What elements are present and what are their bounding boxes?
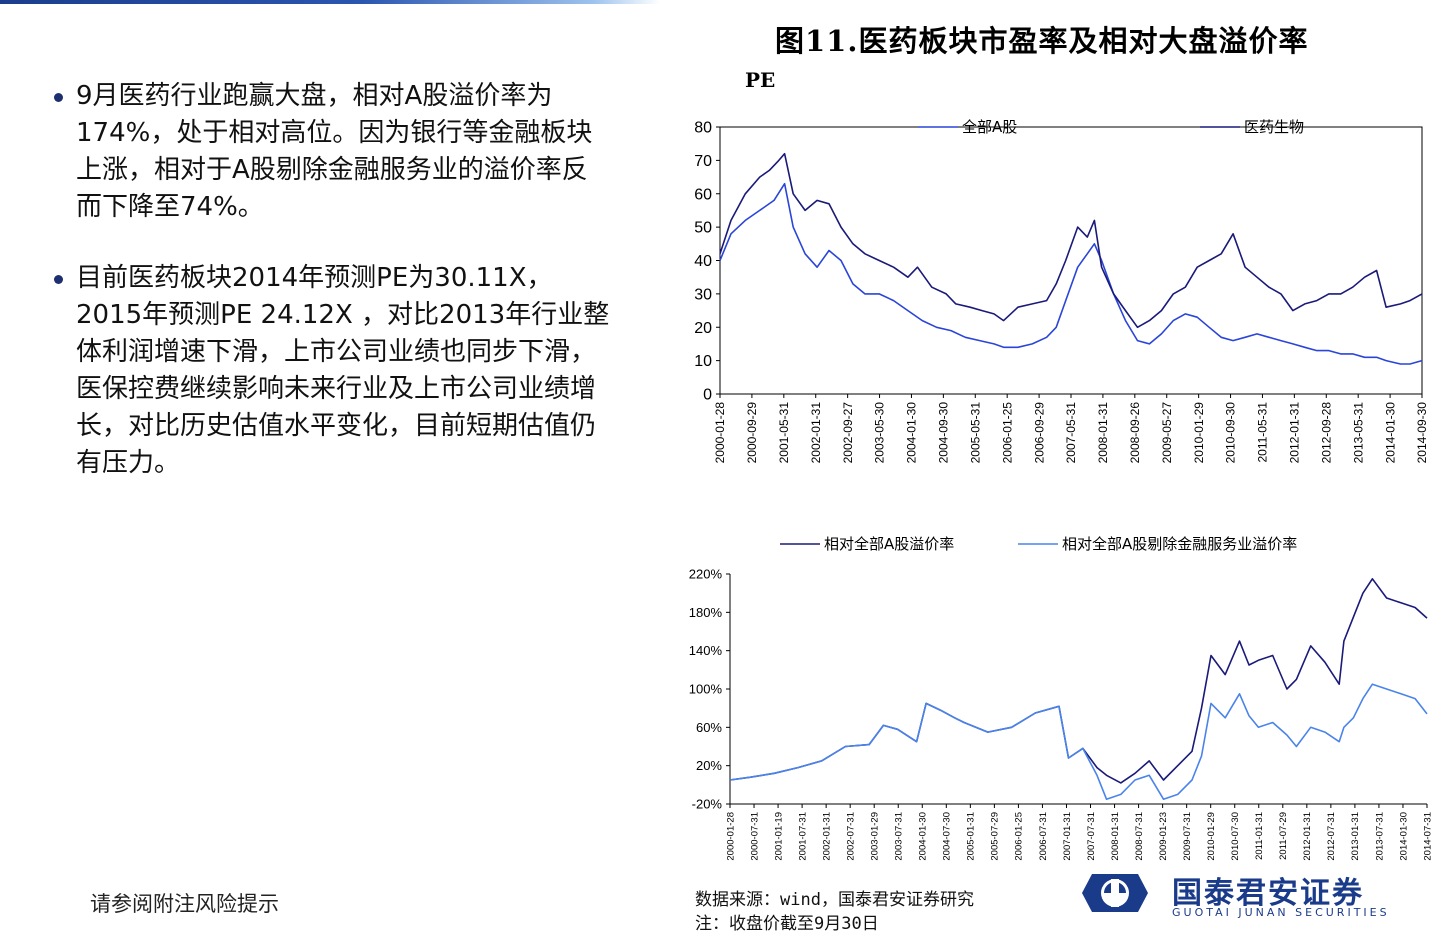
- x-tick-label: 2006-09-29: [1032, 402, 1046, 464]
- series-line-全部A股: [719, 182, 1423, 365]
- x-tick-label: 2012-01-31: [1302, 812, 1313, 861]
- x-tick-label: 2007-05-31: [1064, 402, 1078, 464]
- x-tick-label: 2011-01-31: [1254, 812, 1265, 860]
- x-tick-label: 2002-01-31: [809, 402, 823, 464]
- bullet-dot-icon: [54, 93, 63, 102]
- x-tick-label: 2001-07-31: [797, 812, 808, 861]
- x-tick-label: 2013-05-31: [1351, 402, 1365, 464]
- y-tick-label: 50: [694, 220, 712, 237]
- series-line-医药生物: [719, 152, 1423, 329]
- x-tick-label: 2003-07-31: [894, 812, 905, 861]
- logo-name: 国泰君安证券: [1172, 876, 1364, 911]
- source-line: 数据来源：wind，国泰君安证券研究: [695, 890, 974, 910]
- x-tick-label: 2014-07-31: [1422, 812, 1433, 861]
- x-tick-label: 2007-07-31: [1086, 812, 1097, 861]
- x-tick-label: 2012-07-31: [1326, 812, 1337, 861]
- y-tick-label: 70: [694, 153, 712, 170]
- company-logo: 国泰君安证券 GUOTAI JUNAN SECURITIES: [1080, 868, 1387, 920]
- y-tick-label: 80: [694, 120, 712, 137]
- x-tick-label: 2011-07-29: [1278, 812, 1289, 860]
- x-tick-label: 2008-01-31: [1110, 812, 1121, 861]
- x-tick-label: 2012-09-28: [1319, 402, 1333, 464]
- y-tick-label: 220%: [689, 567, 723, 582]
- y-tick-label: 60%: [696, 720, 722, 735]
- x-tick-label: 2000-01-28: [725, 812, 736, 861]
- x-tick-label: 2005-01-31: [966, 812, 977, 861]
- x-tick-label: 2007-01-31: [1062, 812, 1073, 861]
- x-tick-label: 2004-07-30: [942, 812, 953, 861]
- legend-label: 医药生物: [1244, 118, 1304, 136]
- x-tick-label: 2008-09-26: [1128, 402, 1142, 464]
- x-tick-label: 2004-01-30: [905, 402, 919, 464]
- x-tick-label: 2014-09-30: [1415, 402, 1429, 464]
- x-tick-label: 2002-09-27: [841, 402, 855, 464]
- bullet-item: 目前医药板块2014年预测PE为30.11X，2015年预测PE 24.12X …: [50, 260, 610, 482]
- premium-line-chart: -20% 20% 60% 100% 140% 180% 220% 2000-01-28 2000…: [689, 535, 1434, 861]
- y-tick-label: 180%: [689, 605, 723, 620]
- y-tick-label: 20: [694, 320, 712, 337]
- y-tick-label: 100%: [689, 682, 723, 697]
- x-tick-label: 2010-01-29: [1206, 812, 1217, 861]
- bullet-dot-icon: [54, 275, 63, 284]
- x-tick-label: 2002-01-31: [821, 812, 832, 861]
- x-tick-label: 2005-07-29: [990, 812, 1001, 861]
- x-tick-label: 2000-07-31: [749, 812, 760, 861]
- x-tick-label: 2004-09-30: [937, 402, 951, 464]
- x-tick-label: 2006-01-25: [1014, 812, 1025, 861]
- x-tick-label: 2010-09-30: [1224, 402, 1238, 464]
- y-tick-label: 0: [703, 387, 712, 404]
- x-tick-label: 2001-05-31: [777, 402, 791, 464]
- x-tick-label: 2008-07-31: [1134, 812, 1145, 861]
- x-tick-label: 2006-01-25: [1000, 402, 1014, 464]
- y-tick-label: 10: [694, 353, 712, 370]
- x-tick-label: 2009-07-31: [1182, 812, 1193, 861]
- logo-subtitle: GUOTAI JUNAN SECURITIES: [1172, 906, 1390, 919]
- bullet-text: 目前医药板块2014年预测PE为30.11X，2015年预测PE 24.12X …: [76, 263, 610, 478]
- bullet-list: 9月医药行业跑赢大盘，相对A股溢价率为174%，处于相对高位。因为银行等金融板块…: [50, 78, 610, 516]
- figure-title: 图11.医药板块市盈率及相对大盘溢价率: [775, 24, 1309, 58]
- y-tick-label: 140%: [689, 643, 723, 658]
- pe-axis-label: PE: [745, 68, 776, 92]
- x-tick-label: 2013-07-31: [1374, 812, 1385, 861]
- bullet-text: 9月医药行业跑赢大盘，相对A股溢价率为174%，处于相对高位。因为银行等金融板块…: [76, 81, 593, 222]
- x-tick-label: 2001-01-19: [773, 812, 784, 861]
- x-tick-label: 2013-01-31: [1350, 812, 1361, 861]
- y-tick-label: 30: [694, 286, 712, 303]
- x-tick-label: 2003-01-29: [870, 812, 881, 861]
- y-tick-label: -20%: [692, 797, 723, 812]
- x-tick-label: 2003-05-30: [873, 402, 887, 464]
- x-tick-label: 2009-01-23: [1158, 812, 1169, 861]
- x-tick-label: 2000-09-29: [745, 402, 759, 464]
- x-tick-label: 2002-07-31: [845, 812, 856, 861]
- x-tick-label: 2012-01-31: [1288, 402, 1302, 464]
- legend-label: 相对全部A股剔除金融服务业溢价率: [1062, 535, 1297, 553]
- x-tick-label: 2010-01-29: [1192, 402, 1206, 464]
- x-tick-label: 2014-01-30: [1383, 402, 1397, 464]
- data-source: 数据来源：wind，国泰君安证券研究 注：收盘价截至9月30日: [695, 888, 974, 936]
- x-tick-label: 2011-05-31: [1256, 402, 1270, 463]
- note-line: 注：收盘价截至9月30日: [695, 914, 879, 934]
- x-tick-label: 2000-01-28: [713, 402, 727, 464]
- legend-label: 全部A股: [962, 118, 1017, 136]
- logo-emblem-icon: [1082, 874, 1148, 912]
- x-tick-label: 2005-05-31: [968, 402, 982, 464]
- x-tick-label: 2014-01-30: [1398, 812, 1409, 861]
- x-tick-label: 2009-05-27: [1160, 402, 1174, 464]
- y-tick-label: 60: [694, 186, 712, 203]
- risk-note: 请参阅附注风险提示: [90, 892, 279, 916]
- pe-line-chart: 0 10 20 30 40 50 60 70 80 2000-01-28 2000-09-29 200…: [694, 118, 1429, 464]
- legend-label: 相对全部A股溢价率: [824, 535, 954, 553]
- x-tick-label: 2008-01-31: [1096, 402, 1110, 464]
- x-tick-label: 2004-01-30: [918, 812, 929, 861]
- series-line-相对全部A股剔除金融服务业溢价率: [729, 683, 1428, 801]
- top-accent-bar: [0, 0, 660, 4]
- bullet-item: 9月医药行业跑赢大盘，相对A股溢价率为174%，处于相对高位。因为银行等金融板块…: [50, 78, 610, 226]
- y-tick-label: 20%: [696, 758, 722, 773]
- x-tick-label: 2006-07-31: [1038, 812, 1049, 861]
- plot-frame: [719, 126, 1423, 395]
- y-tick-label: 40: [694, 253, 712, 270]
- x-tick-label: 2010-07-30: [1230, 812, 1241, 861]
